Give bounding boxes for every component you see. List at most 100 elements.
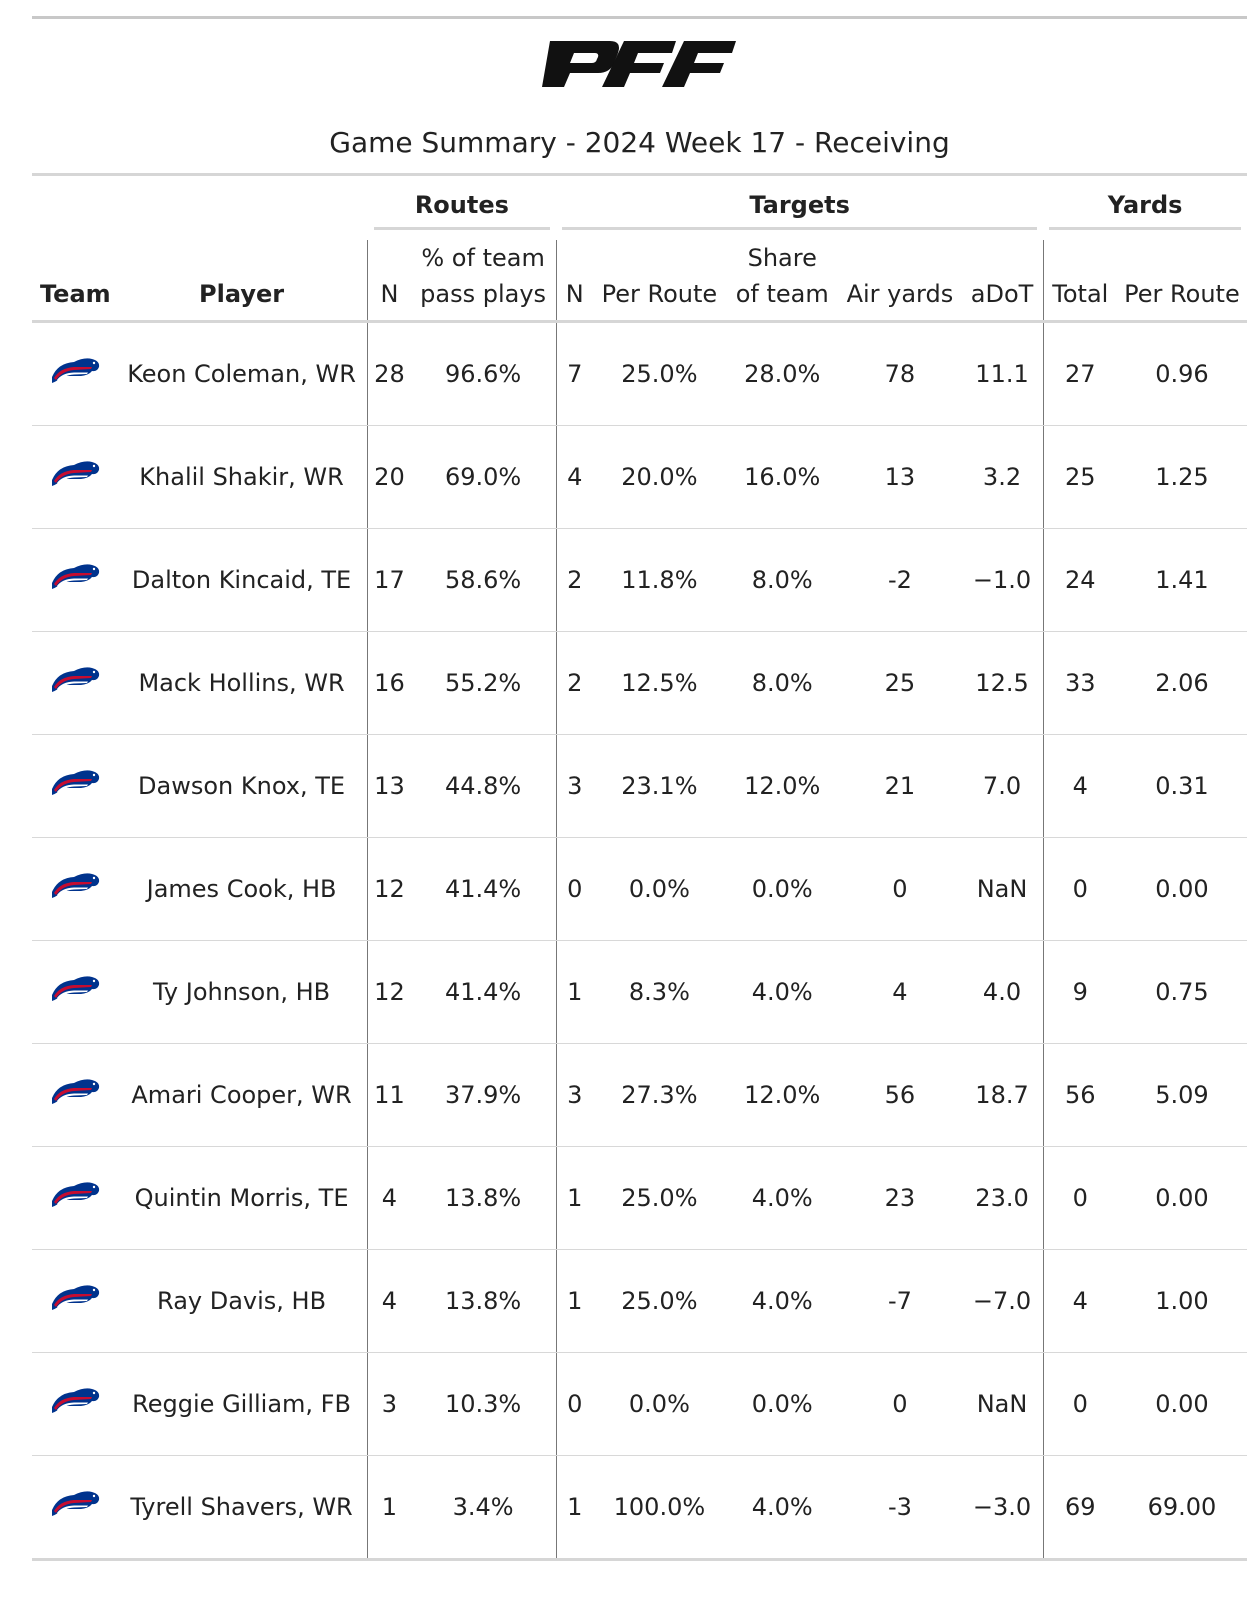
player-name: Mack Hollins, WR [115,631,369,735]
targets-share: 12.0% [725,1043,839,1147]
col-yards-total: Total [1043,240,1117,323]
team-cell [32,837,116,941]
adot: NaN [961,837,1044,941]
bills-logo-icon [52,564,100,589]
targets-per-route: 0.0% [592,837,726,941]
routes-pct: 10.3% [410,1352,557,1456]
targets-per-route: 100.0% [592,1455,726,1561]
air-yards: 0 [838,1352,962,1456]
targets-per-route: 23.1% [592,734,726,838]
targets-n: 0 [556,837,593,941]
adot: 4.0 [961,940,1044,1044]
air-yards: 23 [838,1146,962,1250]
yards-per-route: 0.96 [1116,321,1247,426]
adot: 3.2 [961,425,1044,529]
adot: 18.7 [961,1043,1044,1147]
routes-n: 4 [367,1249,411,1353]
targets-per-route: 8.3% [592,940,726,1044]
routes-pct: 55.2% [410,631,557,735]
routes-n: 17 [367,528,411,632]
routes-pct: 13.8% [410,1249,557,1353]
adot: 23.0 [961,1146,1044,1250]
pff-logo-icon [541,41,736,87]
table-body: Keon Coleman, WR 28 96.6% 7 25.0% 28.0% … [32,321,1247,1561]
yards-total: 69 [1043,1455,1117,1561]
routes-n: 12 [367,940,411,1044]
player-name: Amari Cooper, WR [115,1043,369,1147]
player-name: Tyrell Shavers, WR [115,1455,369,1561]
air-yards: 13 [838,425,962,529]
col-targets-per-route: Per Route [592,240,726,323]
table-row: James Cook, HB 12 41.4% 0 0.0% 0.0% 0 Na… [32,837,1247,941]
player-name: Khalil Shakir, WR [115,425,369,529]
yards-per-route: 0.75 [1116,940,1247,1044]
adot: NaN [961,1352,1044,1456]
routes-n: 3 [367,1352,411,1456]
table-row: Tyrell Shavers, WR 1 3.4% 1 100.0% 4.0% … [32,1455,1247,1561]
team-cell [32,734,116,838]
bills-logo-icon [52,1285,100,1310]
targets-n: 1 [556,1249,593,1353]
bills-logo-icon [52,770,100,795]
targets-n: 2 [556,528,593,632]
adot: 11.1 [961,321,1044,426]
air-yards: 56 [838,1043,962,1147]
targets-n: 0 [556,1352,593,1456]
targets-share: 8.0% [725,631,839,735]
yards-per-route: 1.41 [1116,528,1247,632]
targets-n: 1 [556,1146,593,1250]
targets-per-route: 11.8% [592,528,726,632]
targets-n: 2 [556,631,593,735]
routes-n: 1 [367,1455,411,1561]
targets-per-route: 27.3% [592,1043,726,1147]
team-cell [32,1043,116,1147]
routes-n: 13 [367,734,411,838]
routes-n: 20 [367,425,411,529]
team-cell [32,321,116,426]
yards-total: 56 [1043,1043,1117,1147]
adot: 12.5 [961,631,1044,735]
col-air-yards: Air yards [838,240,962,323]
col-adot: aDoT [961,240,1044,323]
bills-logo-icon [52,667,100,692]
team-cell [32,1352,116,1456]
bills-logo-icon [52,976,100,1001]
routes-n: 11 [367,1043,411,1147]
routes-n: 28 [367,321,411,426]
targets-share: 0.0% [725,1352,839,1456]
table-row: Keon Coleman, WR 28 96.6% 7 25.0% 28.0% … [32,321,1247,426]
targets-share: 4.0% [725,1249,839,1353]
col-yards-per-route: Per Route [1116,240,1247,323]
air-yards: 78 [838,321,962,426]
targets-n: 1 [556,940,593,1044]
yards-per-route: 1.00 [1116,1249,1247,1353]
yards-total: 4 [1043,734,1117,838]
table-row: Ray Davis, HB 4 13.8% 1 25.0% 4.0% -7 −7… [32,1249,1247,1353]
bills-logo-icon [52,1182,100,1207]
routes-pct: 58.6% [410,528,557,632]
table-row: Reggie Gilliam, FB 3 10.3% 0 0.0% 0.0% 0… [32,1352,1247,1456]
yards-total: 25 [1043,425,1117,529]
bills-logo-icon [52,1079,100,1104]
yards-per-route: 0.00 [1116,1146,1247,1250]
group-targets: Targets [556,175,1043,241]
table-row: Dawson Knox, TE 13 44.8% 3 23.1% 12.0% 2… [32,734,1247,838]
table-row: Ty Johnson, HB 12 41.4% 1 8.3% 4.0% 4 4.… [32,940,1247,1044]
yards-per-route: 0.31 [1116,734,1247,838]
team-cell [32,1146,116,1250]
yards-per-route: 2.06 [1116,631,1247,735]
bills-logo-icon [52,461,100,486]
targets-per-route: 20.0% [592,425,726,529]
targets-n: 7 [556,321,593,426]
targets-per-route: 25.0% [592,321,726,426]
routes-pct: 41.4% [410,837,557,941]
receiving-table: Routes Targets Yards Team Player N % of … [32,173,1247,1561]
yards-per-route: 0.00 [1116,1352,1247,1456]
team-cell [32,1249,116,1353]
targets-per-route: 12.5% [592,631,726,735]
air-yards: 4 [838,940,962,1044]
player-name: Ray Davis, HB [115,1249,369,1353]
group-yards: Yards [1043,175,1247,241]
team-cell [32,631,116,735]
yards-total: 24 [1043,528,1117,632]
